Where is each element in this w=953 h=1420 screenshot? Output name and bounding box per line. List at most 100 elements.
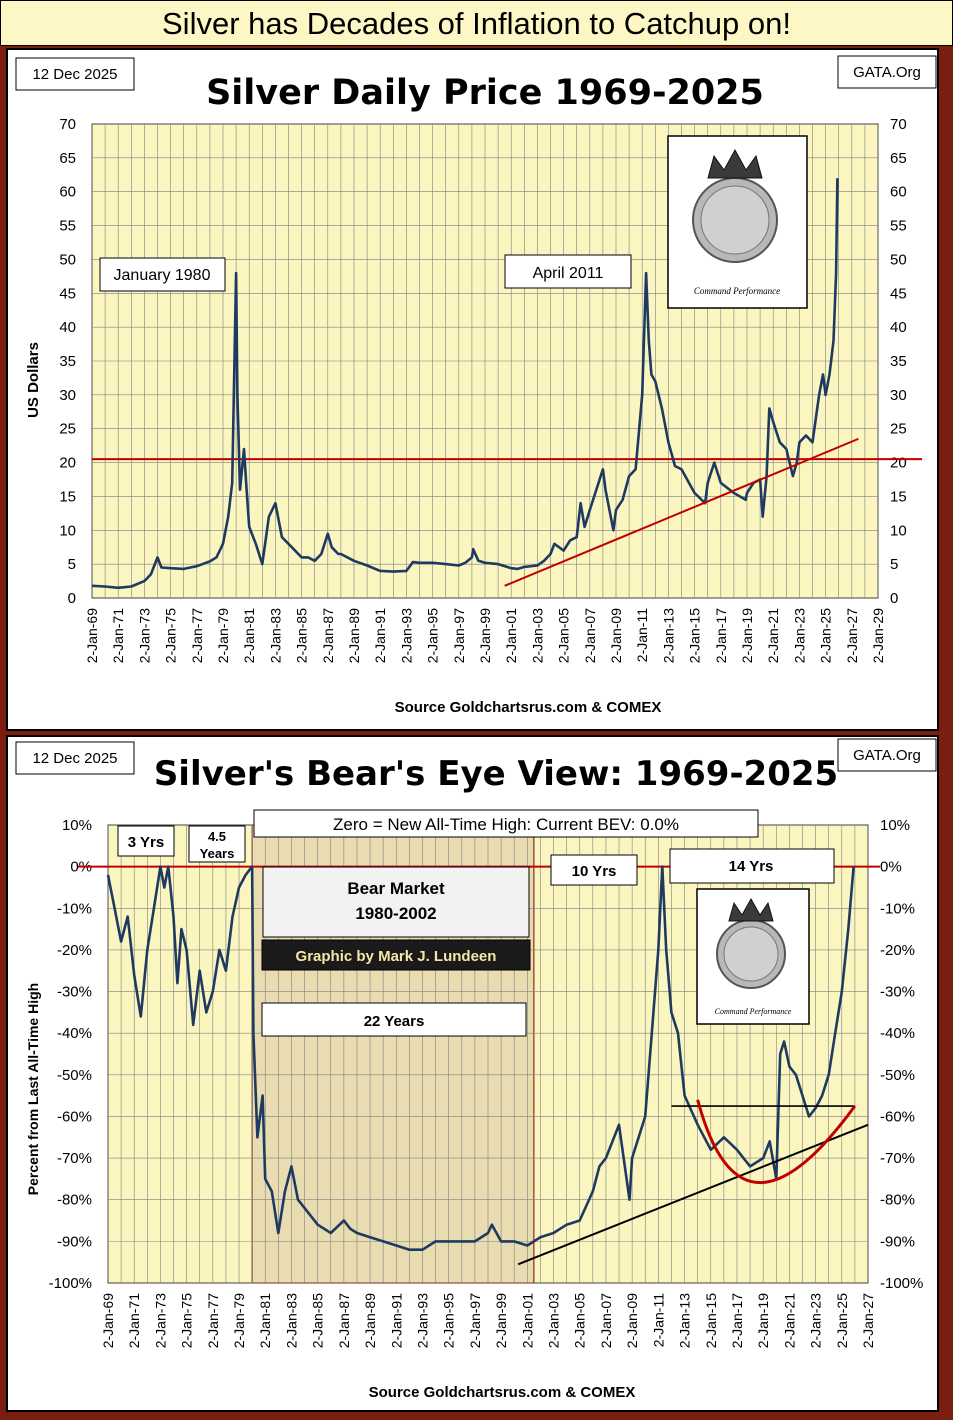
x-tick-label: 2-Jan-13: [677, 1293, 693, 1348]
y-tick-label-right: -50%: [880, 1067, 915, 1084]
x-tick-label: 2-Jan-03: [546, 1293, 562, 1348]
y-tick-label-right: -40%: [880, 1025, 915, 1042]
x-tick-label: 2-Jan-29: [870, 608, 886, 663]
y-tick-label-left: 25: [59, 421, 76, 438]
y-tick-label-right: 25: [890, 421, 907, 438]
x-tick-label: 2-Jan-85: [310, 1293, 326, 1348]
logo-text: Command Performance: [715, 1007, 792, 1016]
y-tick-label-right: -30%: [880, 984, 915, 1001]
annotation-jan1980-box: [99, 257, 226, 292]
x-tick-label: 2-Jan-99: [493, 1293, 509, 1348]
price-chart-panel: 12 Dec 2025 GATA.Org Silver Daily Price …: [6, 48, 939, 731]
main-title: Silver has Decades of Inflation to Catch…: [0, 0, 953, 46]
x-tick-label: 2-Jan-19: [739, 608, 755, 663]
y-tick-label-right: 45: [890, 285, 907, 302]
y-tick-label-right: 55: [890, 218, 907, 235]
y-tick-label-left: -50%: [57, 1067, 92, 1084]
x-tick-label: 2-Jan-15: [687, 608, 703, 663]
x-tick-label: 2-Jan-71: [110, 608, 126, 663]
rounding-bottom-curve: [696, 1099, 857, 1185]
bear-market-line1: Bear Market: [347, 879, 445, 898]
y-tick-label-right: -80%: [880, 1192, 915, 1209]
x-tick-label: 2-Jan-79: [215, 608, 231, 663]
y-tick-label-left: 70: [59, 116, 76, 133]
x-tick-label: 2-Jan-77: [189, 608, 205, 663]
y-tick-label-right: -60%: [880, 1108, 915, 1125]
x-tick-label: 2-Jan-19: [755, 1293, 771, 1348]
y-tick-label-right: 35: [890, 353, 907, 370]
y-tick-label-left: 55: [59, 218, 76, 235]
y-tick-label-right: 70: [890, 116, 907, 133]
y-tick-label-left: -60%: [57, 1108, 92, 1125]
x-tick-label: 2-Jan-85: [294, 608, 310, 663]
series-line: [106, 865, 855, 1251]
x-tick-label: 2-Jan-73: [152, 1293, 168, 1348]
logo-text: Command Performance: [694, 286, 780, 296]
y-tick-label-right: 0: [890, 590, 898, 607]
y-tick-label-left: -10%: [57, 900, 92, 917]
date-label: 12 Dec 2025: [32, 750, 117, 767]
x-tick-label: 2-Jan-79: [231, 1293, 247, 1348]
x-tick-label: 2-Jan-81: [257, 1293, 273, 1348]
four-half-years-top: 4.5: [208, 829, 226, 844]
credit-box: [261, 939, 531, 971]
fourteen-years-box: [669, 848, 835, 884]
y-tick-label-left: 35: [59, 353, 76, 370]
x-tick-label: 2-Jan-97: [451, 608, 467, 663]
bev-chart-panel: 12 Dec 2025 GATA.Org Silver's Bear's Eye…: [6, 735, 939, 1412]
bear-market-box: [262, 866, 530, 938]
y-tick-label-right: 40: [890, 319, 907, 336]
x-tick-label: 2-Jan-95: [441, 1293, 457, 1348]
x-tick-label: 2-Jan-05: [572, 1293, 588, 1348]
four-half-years-bottom: Years: [200, 846, 235, 861]
y-tick-label-left: -40%: [57, 1025, 92, 1042]
x-tick-label: 2-Jan-17: [729, 1293, 745, 1348]
x-tick-label: 2-Jan-99: [477, 608, 493, 663]
y-tick-label-left: 40: [59, 319, 76, 336]
three-years-label: 3 Yrs: [128, 834, 164, 851]
x-tick-label: 2-Jan-07: [598, 1293, 614, 1348]
x-tick-label: 2-Jan-95: [425, 608, 441, 663]
x-tick-label: 2-Jan-25: [834, 1293, 850, 1348]
x-tick-label: 2-Jan-91: [372, 608, 388, 663]
x-tick-label: 2-Jan-77: [205, 1293, 221, 1348]
bear-market-line2: 1980-2002: [355, 904, 436, 923]
brand-box: [837, 55, 937, 89]
x-tick-label: 2-Jan-89: [346, 608, 362, 663]
x-tick-label: 2-Jan-11: [650, 1293, 666, 1347]
x-tick-label: 2-Jan-93: [414, 1293, 430, 1348]
annotation-apr2011: April 2011: [533, 265, 604, 282]
x-tick-label: 2-Jan-11: [634, 608, 650, 662]
x-tick-label: 2-Jan-75: [163, 608, 179, 663]
bev-chart-svg: 12 Dec 2025 GATA.Org Silver's Bear's Eye…: [8, 737, 937, 1410]
annotations: Zero = New All-Time High: Current BEV: 0…: [117, 809, 835, 1037]
y-tick-label-right: -100%: [880, 1275, 923, 1292]
y-tick-label-left: 65: [59, 150, 76, 167]
y-tick-label-right: 65: [890, 150, 907, 167]
date-label: 12 Dec 2025: [32, 66, 117, 83]
y-axis-label: Percent from Last All-Time High: [25, 983, 41, 1195]
y-tick-label-left: 15: [59, 488, 76, 505]
trend-line: [517, 1123, 869, 1266]
y-tick-label-right: -20%: [880, 942, 915, 959]
x-tick-label: 2-Jan-05: [556, 608, 572, 663]
x-tick-label: 2-Jan-75: [179, 1293, 195, 1348]
annotation-jan1980: January 1980: [114, 267, 211, 284]
x-tick-label: 2-Jan-07: [582, 608, 598, 663]
y-tick-label-left: 50: [59, 251, 76, 268]
x-tick-label: 2-Jan-81: [241, 608, 257, 663]
y-tick-label-left: 10: [59, 522, 76, 539]
x-tick-label: 2-Jan-09: [624, 1293, 640, 1348]
ten-years-label: 10 Yrs: [572, 863, 617, 880]
x-tick-label: 2-Jan-93: [398, 608, 414, 663]
y-tick-label-right: -90%: [880, 1233, 915, 1250]
y-tick-label-left: 5: [68, 556, 76, 573]
x-tick-label: 2-Jan-13: [660, 608, 676, 663]
annotations: January 1980 April 2011 Command Performa…: [99, 135, 808, 309]
brand-box: [837, 738, 937, 772]
x-tick-label: 2-Jan-87: [336, 1293, 352, 1348]
y-tick-label-left: -70%: [57, 1150, 92, 1167]
price-chart-svg: 12 Dec 2025 GATA.Org Silver Daily Price …: [8, 50, 937, 729]
x-tick-label: 2-Jan-03: [529, 608, 545, 663]
x-tick-label: 2-Jan-87: [320, 608, 336, 663]
